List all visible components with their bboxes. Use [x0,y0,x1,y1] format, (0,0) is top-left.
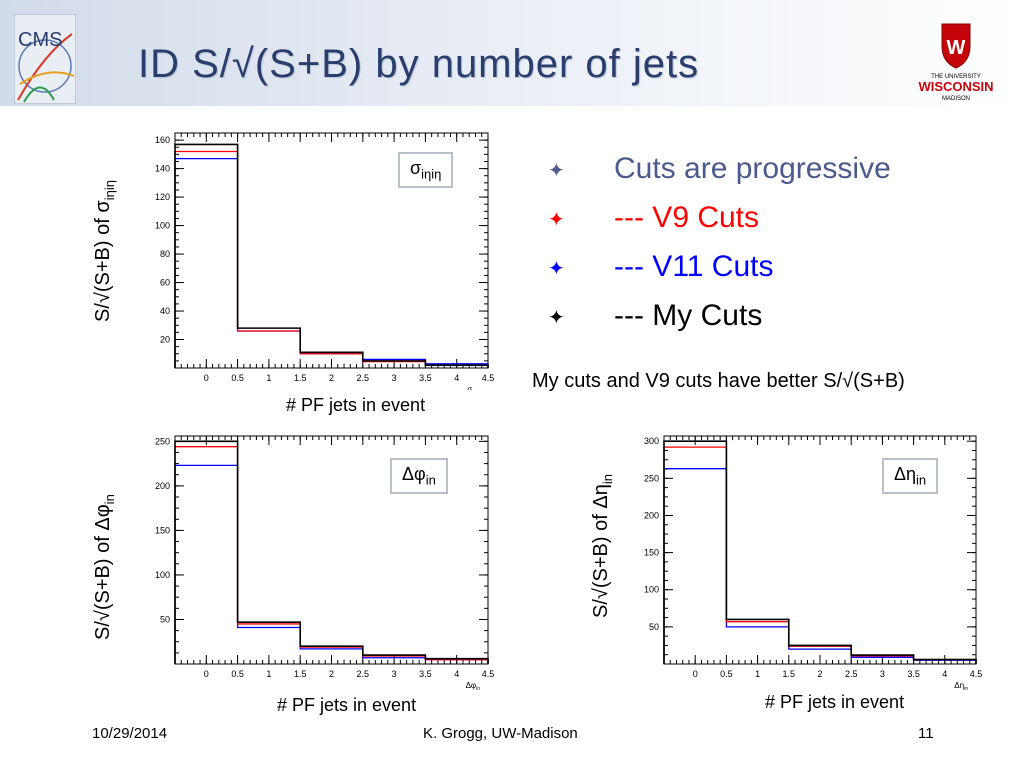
y-tick-label: 160 [155,135,170,145]
x-tick-label: 2 [817,669,822,679]
footer-page-number: 11 [918,725,934,742]
y-tick-label: 50 [649,622,659,632]
x-tick-label: 3 [392,373,397,383]
plot3-x-title: # PF jets in event [765,692,905,712]
x-tick-label: 0 [204,669,209,679]
plot1-legend: σiηiη [398,152,454,188]
uw-logo-line-2: WISCONSIN [918,79,993,94]
x-tick-label: 3.5 [419,373,432,383]
plot1-x-title: # PF jets in event [286,395,426,415]
histogram-line-mine [174,440,489,664]
plot3-y-title: S/√(S+B) of Δηin [590,474,615,618]
footer-date: 10/29/2014 [92,725,168,742]
histogram-line-v11 [174,157,489,368]
x-tick-label: 1.5 [294,373,307,383]
y-tick-label: 140 [155,164,170,174]
x-tick-label: 3 [392,669,397,679]
bullet-text: Cuts are progressive [614,152,891,185]
x-tick-label: 2.5 [845,669,858,679]
x-tick-label: 0.5 [231,373,244,383]
x-axis-corner-label: Δηin [954,681,968,692]
histogram-line-v11 [174,464,489,664]
page-title: ID S/√(S+B) by number of jets [138,42,700,86]
y-tick-label: 100 [155,221,170,231]
crest-icon [941,23,971,69]
conclusion-note: My cuts and V9 cuts have better S/√(S+B) [532,370,905,392]
x-axis-corner-label: σiηiη [467,385,480,390]
star-bullet-icon: ✦ [548,160,565,182]
plot2-x-title: # PF jets in event [277,695,417,715]
x-tick-label: 0.5 [720,669,733,679]
histogram-line-mine [663,440,977,664]
y-tick-label: 250 [644,473,659,483]
x-tick-label: 0 [693,669,698,679]
x-tick-label: 3.5 [419,669,432,679]
bullet-text: --- My Cuts [614,299,763,332]
y-tick-label: 200 [155,481,170,491]
bullet-text: --- V9 Cuts [614,201,760,234]
x-tick-label: 4.5 [970,669,983,679]
star-bullet-icon: ✦ [548,209,565,231]
y-tick-label: 100 [155,570,170,580]
x-tick-label: 2 [329,669,334,679]
histogram-line-mine [174,143,489,368]
footer-author: K. Grogg, UW-Madison [423,725,578,742]
y-tick-label: 20 [160,335,170,345]
cms-logo: CMS [14,14,76,104]
star-bullet-icon: ✦ [548,258,565,280]
y-tick-label: 100 [644,585,659,595]
star-bullet-icon: ✦ [548,307,565,329]
x-tick-label: 4.5 [482,669,495,679]
plot2-y-title: S/√(S+B) of Δφin [92,494,117,640]
x-tick-label: 1.5 [294,669,307,679]
y-tick-label: 150 [155,525,170,535]
x-tick-label: 4 [454,373,459,383]
x-tick-label: 1 [755,669,760,679]
x-tick-label: 4 [942,669,947,679]
uw-madison-logo: W THE UNIVERSITY WISCONSIN MADISON [918,23,994,102]
svg-text:W: W [947,37,966,59]
x-tick-label: 2.5 [357,373,370,383]
x-tick-label: 4 [454,669,459,679]
y-tick-label: 250 [155,436,170,446]
y-tick-label: 60 [160,278,170,288]
x-tick-label: 2 [329,373,334,383]
sigma-ietaieta-histogram: 20 40 60 80 100 120 140 160 0 0.5 1 1.5 2 2.5 3 3.5 4 4.5… [155,132,495,390]
y-tick-label: 300 [644,436,659,446]
x-tick-label: 3 [880,669,885,679]
plot1-y-title: S/√(S+B) of σiηiη [92,180,117,322]
y-tick-label: 80 [160,249,170,259]
y-tick-label: 50 [160,614,170,624]
x-tick-label: 1 [266,669,271,679]
bullet-text: --- V11 Cuts [614,250,774,283]
x-tick-label: 3.5 [907,669,920,679]
y-tick-label: 200 [644,510,659,520]
x-tick-label: 2.5 [357,669,370,679]
y-tick-label: 40 [160,306,170,316]
plot3-legend: Δηin [882,458,939,494]
x-tick-label: 0 [204,373,209,383]
histogram-line-v9 [174,446,489,664]
x-axis-corner-label: Δφin [466,681,481,692]
y-tick-label: 120 [155,192,170,202]
plot2-legend: Δφin [390,458,448,494]
slide-header [0,0,1024,106]
uw-logo-line-3: MADISON [942,96,970,102]
x-tick-label: 1 [266,373,271,383]
cms-logo-text: CMS [18,29,62,51]
y-tick-label: 150 [644,548,659,558]
x-tick-label: 4.5 [482,373,495,383]
uw-logo-line-1: THE UNIVERSITY [931,74,981,80]
histogram-line-v11 [663,468,977,664]
x-tick-label: 0.5 [231,669,244,679]
x-tick-label: 1.5 [783,669,796,679]
